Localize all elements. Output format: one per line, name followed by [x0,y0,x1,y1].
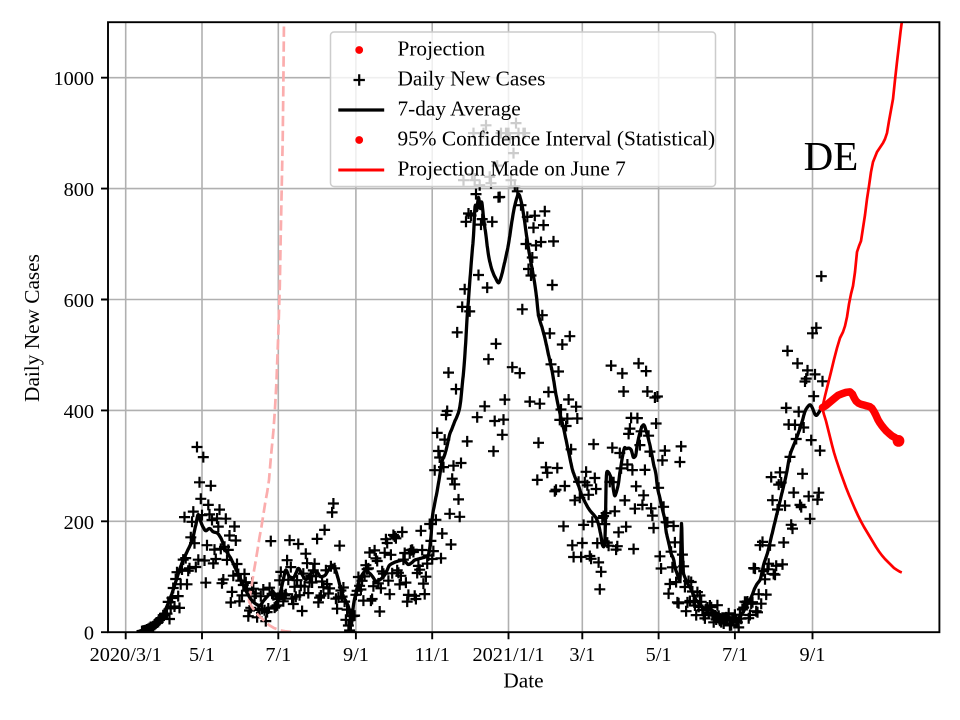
svg-text:0: 0 [84,623,94,645]
svg-text:95% Confidence Interval (Stati: 95% Confidence Interval (Statistical) [398,127,716,151]
svg-text:7/1: 7/1 [265,644,291,666]
svg-text:9/1: 9/1 [800,644,826,666]
svg-text:3/1: 3/1 [569,644,595,666]
svg-text:Daily New Cases: Daily New Cases [20,254,44,402]
svg-text:Projection: Projection [398,37,486,61]
svg-text:Projection Made on June 7: Projection Made on June 7 [398,157,627,181]
svg-text:5/1: 5/1 [189,644,215,666]
svg-text:Daily New Cases: Daily New Cases [398,67,546,91]
svg-text:7-day Average: 7-day Average [398,97,521,121]
svg-text:Date: Date [503,669,543,693]
svg-text:200: 200 [64,512,94,534]
svg-text:800: 800 [64,179,94,201]
svg-text:2020/3/1: 2020/3/1 [90,644,162,666]
svg-text:5/1: 5/1 [646,644,672,666]
svg-text:DE: DE [804,133,859,179]
svg-text:400: 400 [64,401,94,423]
svg-text:7/1: 7/1 [722,644,748,666]
svg-text:600: 600 [64,290,94,312]
svg-text:1000: 1000 [53,68,94,90]
svg-text:2021/1/1: 2021/1/1 [472,644,544,666]
svg-text:11/1: 11/1 [415,644,450,666]
svg-text:9/1: 9/1 [343,644,369,666]
